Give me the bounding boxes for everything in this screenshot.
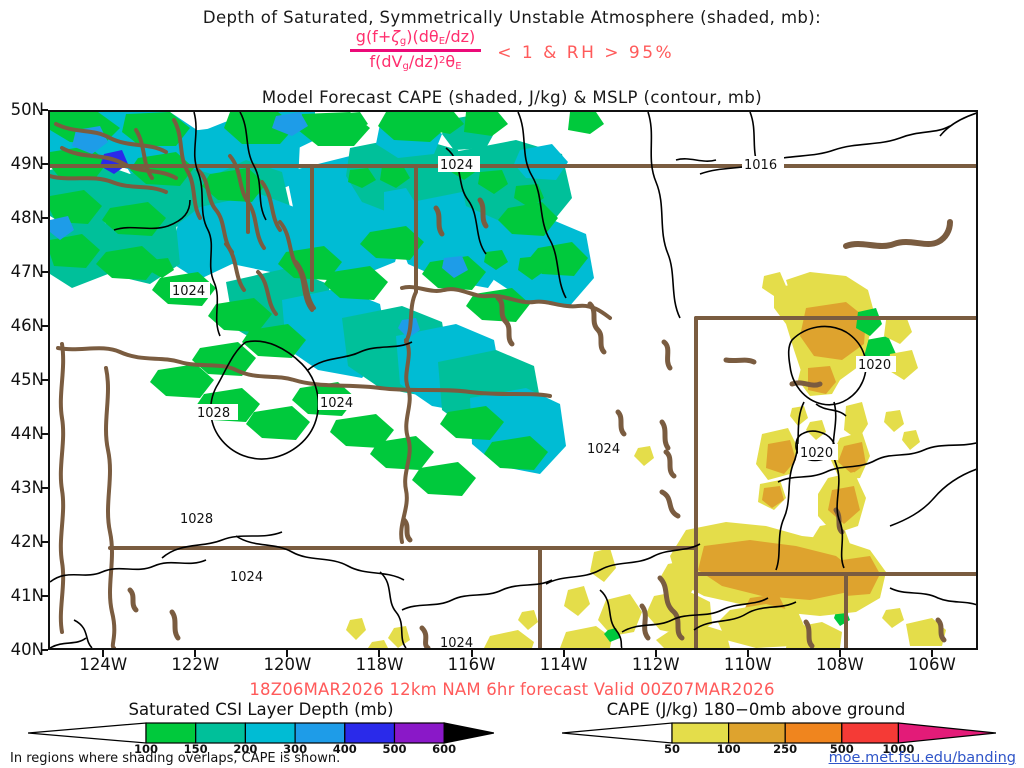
csi-tick-150: 150 [183, 742, 208, 756]
csi-tick-100: 100 [133, 742, 158, 756]
colorbar-title-cape: CAPE (J/kg) 180−0mb above ground [606, 700, 906, 719]
svg-text:1024: 1024 [230, 570, 263, 585]
lon-tick-mark [194, 650, 197, 657]
overlap-note: In regions where shading overlaps, CAPE … [10, 751, 341, 766]
svg-text:1016: 1016 [744, 158, 777, 173]
lat-tick-label-40n: 40N [10, 640, 44, 659]
forecast-valid-line: 18Z06MAR2026 12km NAM 6hr forecast Valid… [249, 680, 775, 699]
lat-tick-mark [41, 595, 48, 597]
lon-tick-label-122w: 122W [171, 655, 220, 674]
lat-tick-label-48n: 48N [10, 208, 44, 227]
fraction-denominator: f(dVg/dz)2θE [369, 52, 462, 73]
lat-tick-mark [41, 487, 48, 489]
lon-tick-mark [562, 650, 565, 657]
lat-tick-label-44n: 44N [10, 424, 44, 443]
csi-tick-600: 600 [432, 742, 457, 756]
svg-text:1024: 1024 [440, 158, 473, 173]
lat-tick-mark [41, 163, 48, 165]
attribution-link[interactable]: moe.met.fsu.edu/banding [828, 750, 1016, 766]
colorbar-csi[interactable] [28, 722, 494, 744]
lon-tick-mark [378, 650, 381, 657]
lat-tick-label-42n: 42N [10, 532, 44, 551]
lon-tick-mark [930, 650, 933, 657]
lat-tick-mark [41, 433, 48, 435]
lat-tick-mark [41, 379, 48, 381]
lon-tick-mark [654, 650, 657, 657]
lat-tick-mark [41, 217, 48, 219]
lon-tick-mark [286, 650, 289, 657]
lon-tick-mark [470, 650, 473, 657]
map-canvas: 1024 1028 1024 1024 1016 1028 1024 1024 … [50, 112, 976, 648]
lon-tick-mark [102, 650, 105, 657]
cape-tick-100: 100 [716, 742, 741, 756]
lat-tick-mark [41, 541, 48, 543]
colorbar-cape[interactable] [562, 722, 996, 744]
lat-tick-label-50n: 50N [10, 100, 44, 119]
lon-tick-label-124w: 124W [79, 655, 128, 674]
lat-tick-label-47n: 47N [10, 262, 44, 281]
csi-criterion-formula: g(f+ζg)(dθE/dz) f(dVg/dz)2θE < 1 & RH > … [0, 28, 1024, 73]
lon-tick-label-106w: 106W [908, 655, 956, 674]
cape-tick-250: 250 [773, 742, 798, 756]
svg-text:1024: 1024 [440, 636, 473, 648]
contour-label-group: 1024 1028 1024 1024 1016 1028 1024 1024 … [170, 156, 896, 648]
lon-tick-label-110w: 110W [723, 655, 772, 674]
svg-text:1024: 1024 [587, 442, 620, 457]
lat-tick-label-45n: 45N [10, 370, 44, 389]
lat-tick-label-41n: 41N [10, 586, 44, 605]
svg-text:1020: 1020 [858, 358, 891, 373]
svg-text:1028: 1028 [197, 406, 230, 421]
lon-tick-label-116w: 116W [447, 655, 496, 674]
cape-shading-layer [346, 272, 946, 648]
csi-tick-200: 200 [233, 742, 258, 756]
csi-tick-500: 500 [382, 742, 407, 756]
svg-text:1020: 1020 [800, 446, 833, 461]
lon-tick-label-120w: 120W [263, 655, 312, 674]
lon-tick-mark [838, 650, 841, 657]
map-plot-area[interactable]: 1024 1028 1024 1024 1016 1028 1024 1024 … [48, 110, 978, 650]
cape-tick-50: 50 [663, 742, 680, 756]
cape-tick-500: 500 [829, 742, 854, 756]
svg-text:1028: 1028 [180, 512, 213, 527]
lon-tick-mark [746, 650, 749, 657]
lat-tick-label-43n: 43N [10, 478, 44, 497]
title-line-1: Depth of Saturated, Symmetrically Unstab… [202, 8, 822, 27]
csi-tick-400: 400 [332, 742, 357, 756]
csi-tick-300: 300 [283, 742, 308, 756]
lat-tick-mark [41, 109, 48, 111]
lon-tick-label-108w: 108W [815, 655, 864, 674]
lon-tick-label-112w: 112W [631, 655, 680, 674]
fraction-bar [349, 48, 482, 53]
lon-tick-label-114w: 114W [539, 655, 588, 674]
title-line-3: Model Forecast CAPE (shaded, J/kg) & MSL… [261, 88, 763, 107]
cape-tick-1000: 1000 [882, 742, 915, 756]
lon-tick-label-118w: 118W [355, 655, 404, 674]
fraction: g(f+ζg)(dθE/dz) f(dVg/dz)2θE [349, 27, 482, 73]
lat-tick-label-49n: 49N [10, 154, 44, 173]
lat-tick-mark [41, 271, 48, 273]
state-boundaries [50, 118, 976, 648]
svg-text:1024: 1024 [172, 284, 205, 299]
criterion-condition: < 1 & RH > 95% [497, 42, 675, 63]
colorbar-title-csi: Saturated CSI Layer Depth (mb) [128, 700, 394, 719]
fraction-numerator: g(f+ζg)(dθE/dz) [355, 27, 476, 47]
svg-text:1024: 1024 [320, 396, 353, 411]
lat-tick-mark [41, 325, 48, 327]
lat-tick-mark [41, 649, 48, 651]
lat-tick-label-46n: 46N [10, 316, 44, 335]
